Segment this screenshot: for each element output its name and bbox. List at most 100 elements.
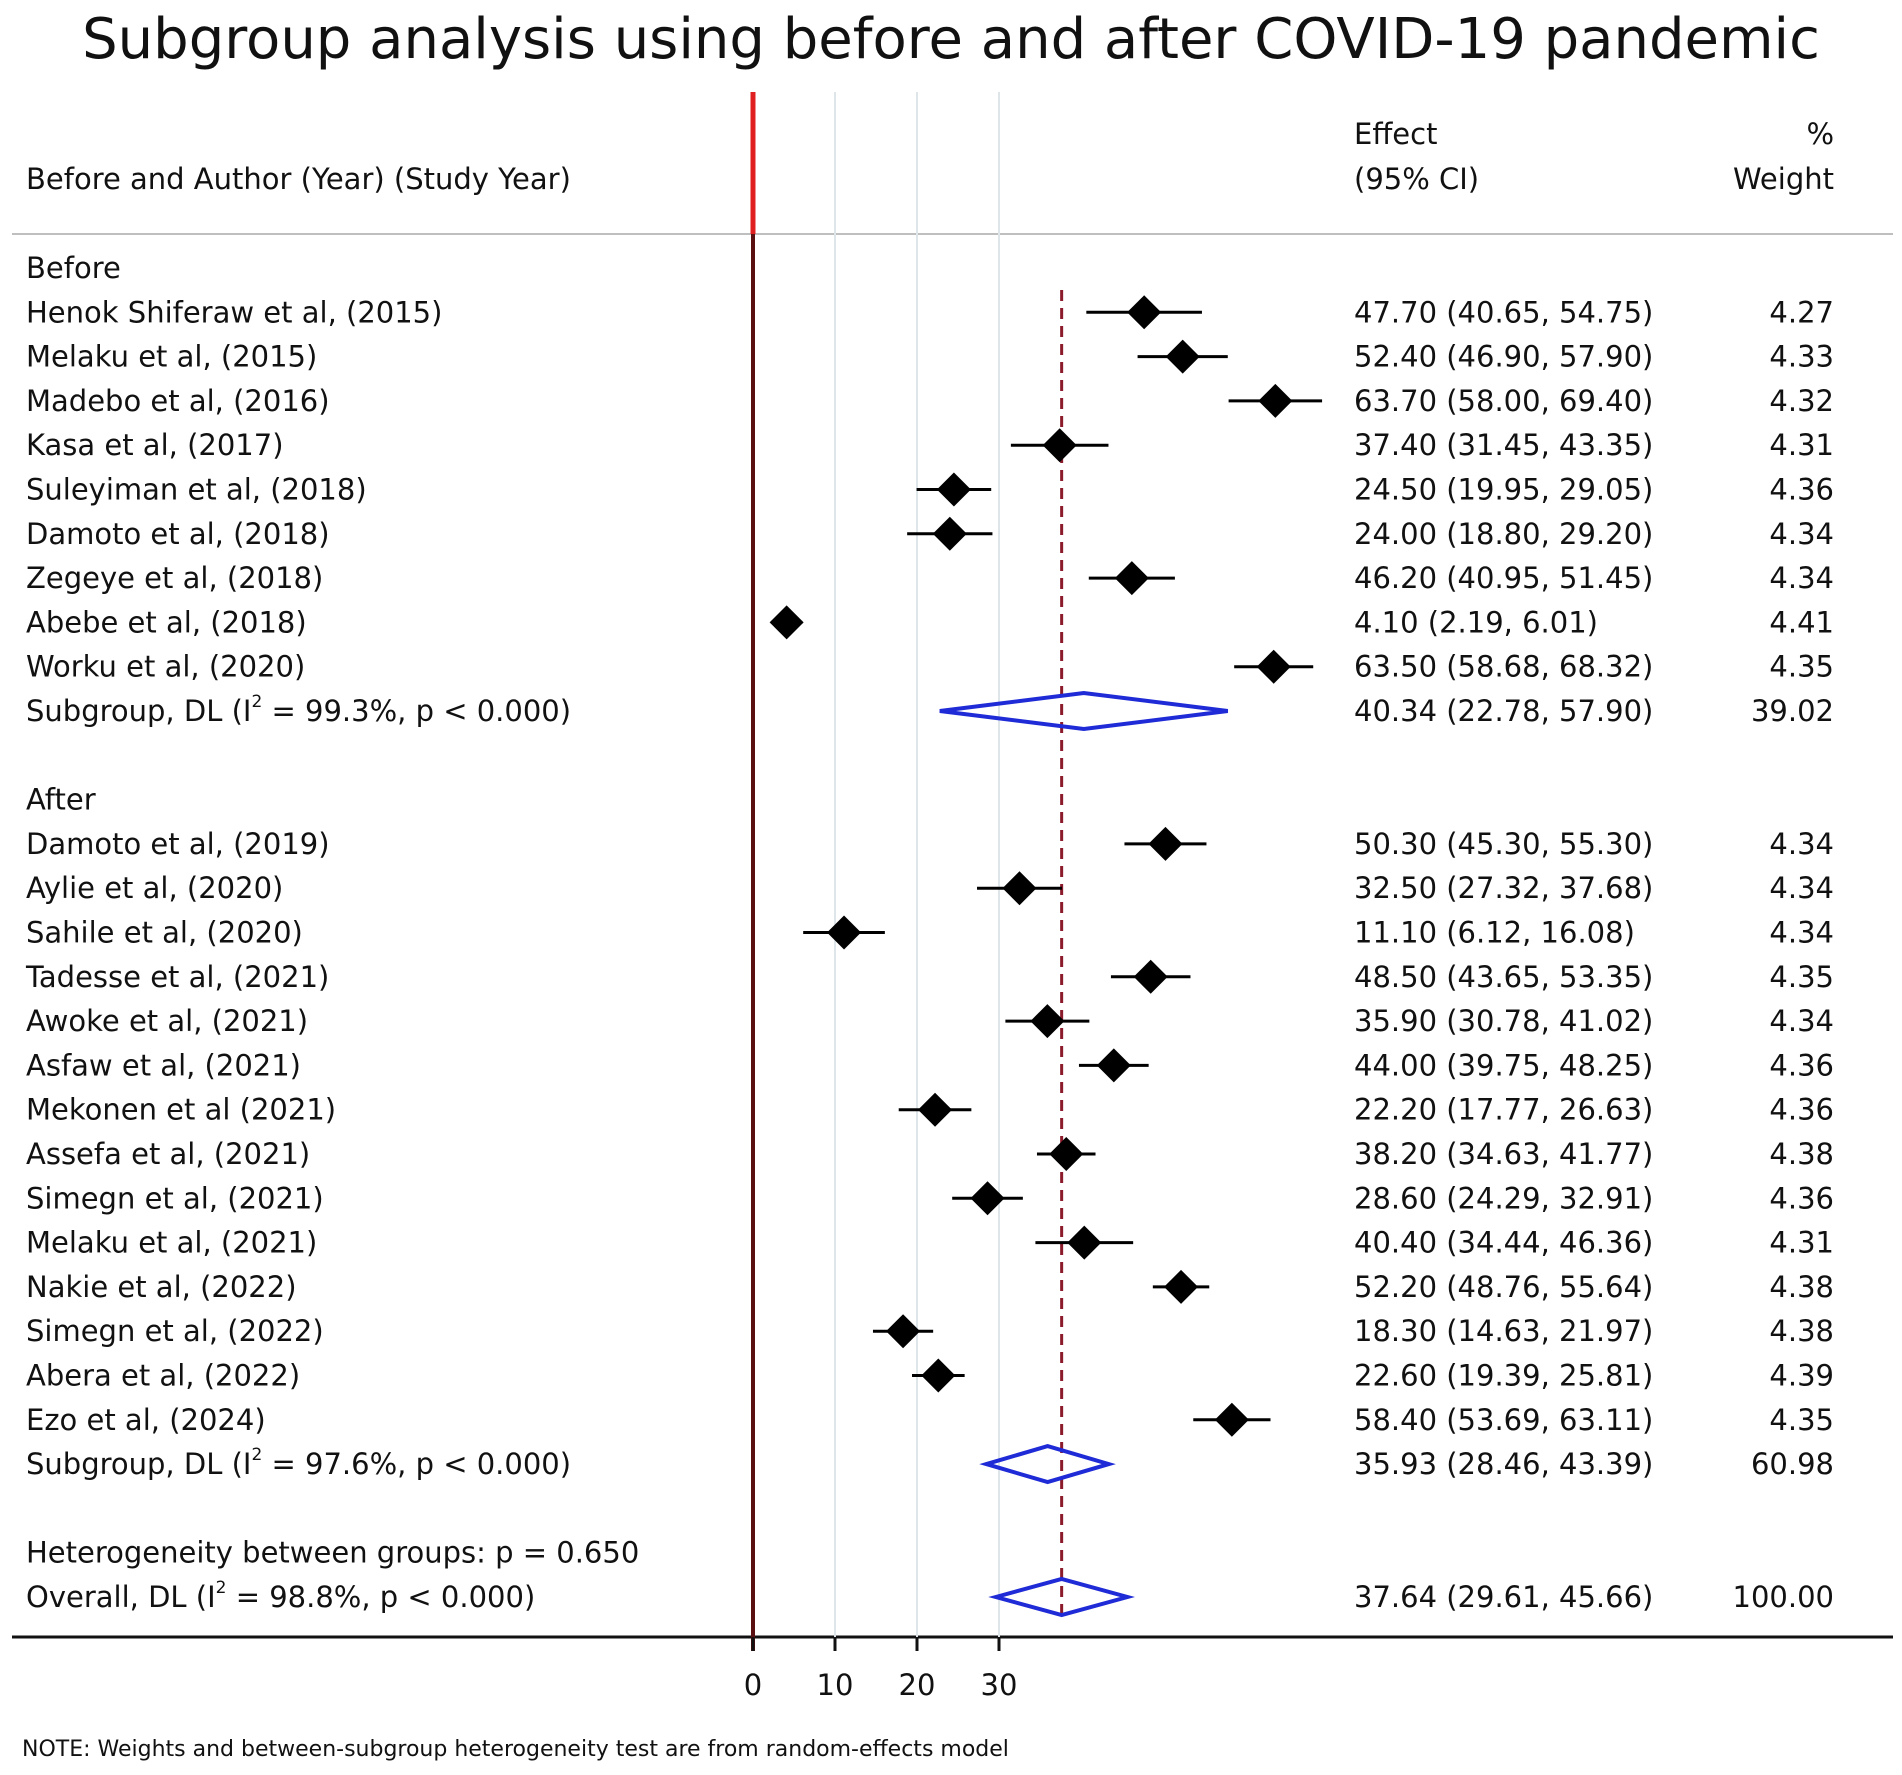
study-point-marker	[1164, 1269, 1199, 1304]
study-name: Zegeye et al, (2018)	[26, 561, 323, 595]
study-point-marker	[769, 605, 804, 640]
study-point-marker	[1256, 649, 1291, 684]
column-header-effect: Effect	[1354, 117, 1437, 151]
study-name: Aylie et al, (2020)	[26, 871, 283, 905]
overall-summary-effect-ci: 37.64 (29.61, 45.66)	[1354, 1580, 1653, 1614]
study-name: Abera et al, (2022)	[26, 1359, 300, 1393]
study-point-marker	[1127, 295, 1162, 330]
overall-summary-weight: 100.00	[1733, 1580, 1834, 1614]
study-point-marker	[1114, 561, 1149, 596]
study-weight: 4.41	[1769, 605, 1834, 639]
group-label: After	[26, 783, 96, 817]
study-name: Awoke et al, (2021)	[26, 1004, 308, 1038]
study-name: Kasa et al, (2017)	[26, 428, 284, 462]
study-point-marker	[1049, 1137, 1084, 1171]
group-label: Before	[26, 251, 121, 285]
subgroup-summary-weight: 60.98	[1751, 1447, 1834, 1481]
study-point-marker	[1096, 1048, 1131, 1083]
study-effect-ci: 4.10 (2.19, 6.01)	[1354, 605, 1598, 639]
study-point-marker	[1165, 339, 1200, 374]
study-name: Ezo et al, (2024)	[26, 1403, 266, 1437]
study-name: Tadesse et al, (2021)	[25, 960, 329, 994]
study-effect-ci: 38.20 (34.63, 41.77)	[1354, 1137, 1653, 1171]
subgroup-summary-weight: 39.02	[1751, 694, 1834, 728]
study-effect-ci: 24.50 (19.95, 29.05)	[1354, 473, 1653, 507]
subgroup-summary-effect-ci: 35.93 (28.46, 43.39)	[1354, 1447, 1653, 1481]
study-weight: 4.31	[1769, 1226, 1834, 1260]
axis-tick-label: 20	[899, 1668, 936, 1702]
footnote: NOTE: Weights and between-subgroup heter…	[22, 1737, 1009, 1762]
study-weight: 4.34	[1769, 827, 1834, 861]
study-effect-ci: 28.60 (24.29, 32.91)	[1354, 1181, 1653, 1215]
study-name: Nakie et al, (2022)	[26, 1270, 297, 1304]
study-weight: 4.36	[1769, 1181, 1834, 1215]
axis-tick-label: 10	[817, 1668, 854, 1702]
overall-summary-diamond	[988, 1576, 1135, 1618]
study-name: Mekonen et al (2021)	[26, 1093, 336, 1127]
study-point-marker	[932, 516, 967, 551]
study-weight: 4.27	[1769, 295, 1834, 329]
study-effect-ci: 24.00 (18.80, 29.20)	[1354, 517, 1653, 551]
study-effect-ci: 18.30 (14.63, 21.97)	[1354, 1314, 1653, 1348]
study-effect-ci: 46.20 (40.95, 51.45)	[1354, 561, 1653, 595]
column-header-weight: Weight	[1733, 162, 1834, 196]
study-point-marker	[827, 915, 862, 950]
study-effect-ci: 22.20 (17.77, 26.63)	[1354, 1093, 1653, 1127]
study-weight: 4.35	[1769, 650, 1834, 684]
study-effect-ci: 35.90 (30.78, 41.02)	[1354, 1004, 1653, 1038]
chart-title: Subgroup analysis using before and after…	[82, 7, 1820, 72]
study-weight: 4.35	[1769, 1403, 1834, 1437]
study-point-marker	[1258, 383, 1293, 418]
study-weight: 4.36	[1769, 1093, 1834, 1127]
study-point-marker	[921, 1358, 956, 1393]
study-name: Simegn et al, (2022)	[26, 1314, 324, 1348]
subgroup-summary-label: Subgroup, DL (I2 = 97.6%, p < 0.000)	[26, 1445, 571, 1481]
study-effect-ci: 11.10 (6.12, 16.08)	[1354, 916, 1635, 950]
study-effect-ci: 44.00 (39.75, 48.25)	[1354, 1048, 1653, 1082]
study-weight: 4.38	[1769, 1270, 1834, 1304]
study-name: Simegn et al, (2021)	[26, 1181, 324, 1215]
study-point-marker	[936, 472, 971, 507]
subgroup-summary-label: Subgroup, DL (I2 = 99.3%, p < 0.000)	[26, 692, 571, 728]
study-effect-ci: 58.40 (53.69, 63.11)	[1354, 1403, 1653, 1437]
heterogeneity-text: Heterogeneity between groups: p = 0.650	[26, 1536, 639, 1570]
study-weight: 4.38	[1769, 1314, 1834, 1348]
study-effect-ci: 50.30 (45.30, 55.30)	[1354, 827, 1653, 861]
study-name: Henok Shiferaw et al, (2015)	[26, 295, 442, 329]
study-effect-ci: 48.50 (43.65, 53.35)	[1354, 960, 1653, 994]
study-weight: 4.32	[1769, 384, 1834, 418]
study-point-marker	[1067, 1225, 1102, 1260]
subgroup-summary-diamond	[979, 1444, 1116, 1485]
study-effect-ci: 63.70 (58.00, 69.40)	[1354, 384, 1653, 418]
study-weight: 4.34	[1769, 916, 1834, 950]
study-point-marker	[918, 1092, 953, 1127]
study-effect-ci: 40.40 (34.44, 46.36)	[1354, 1226, 1653, 1260]
study-effect-ci: 22.60 (19.39, 25.81)	[1354, 1359, 1653, 1393]
study-weight: 4.38	[1769, 1137, 1834, 1171]
study-name: Damoto et al, (2018)	[26, 517, 330, 551]
study-name: Melaku et al, (2021)	[26, 1226, 317, 1260]
subgroup-summary-effect-ci: 40.34 (22.78, 57.90)	[1354, 694, 1653, 728]
study-name: Abebe et al, (2018)	[26, 605, 307, 639]
column-header-percent: %	[1806, 117, 1834, 151]
study-effect-ci: 63.50 (58.68, 68.32)	[1354, 650, 1653, 684]
study-weight: 4.36	[1769, 1048, 1834, 1082]
study-name: Suleyiman et al, (2018)	[26, 473, 367, 507]
column-header-study: Before and Author (Year) (Study Year)	[26, 162, 571, 196]
study-weight: 4.35	[1769, 960, 1834, 994]
study-point-marker	[1030, 1004, 1065, 1039]
study-weight: 4.34	[1769, 1004, 1834, 1038]
study-point-marker	[970, 1181, 1005, 1216]
study-effect-ci: 52.20 (48.76, 55.64)	[1354, 1270, 1653, 1304]
study-name: Assefa et al, (2021)	[26, 1137, 310, 1171]
study-effect-ci: 52.40 (46.90, 57.90)	[1354, 340, 1653, 374]
study-weight: 4.34	[1769, 871, 1834, 905]
study-name: Madebo et al, (2016)	[26, 384, 330, 418]
study-point-marker	[886, 1314, 921, 1349]
study-weight: 4.34	[1769, 561, 1834, 595]
study-weight: 4.31	[1769, 428, 1834, 462]
study-effect-ci: 32.50 (27.32, 37.68)	[1354, 871, 1653, 905]
study-name: Worku et al, (2020)	[26, 650, 305, 684]
study-point-marker	[1042, 428, 1077, 463]
study-name: Sahile et al, (2020)	[26, 916, 303, 950]
